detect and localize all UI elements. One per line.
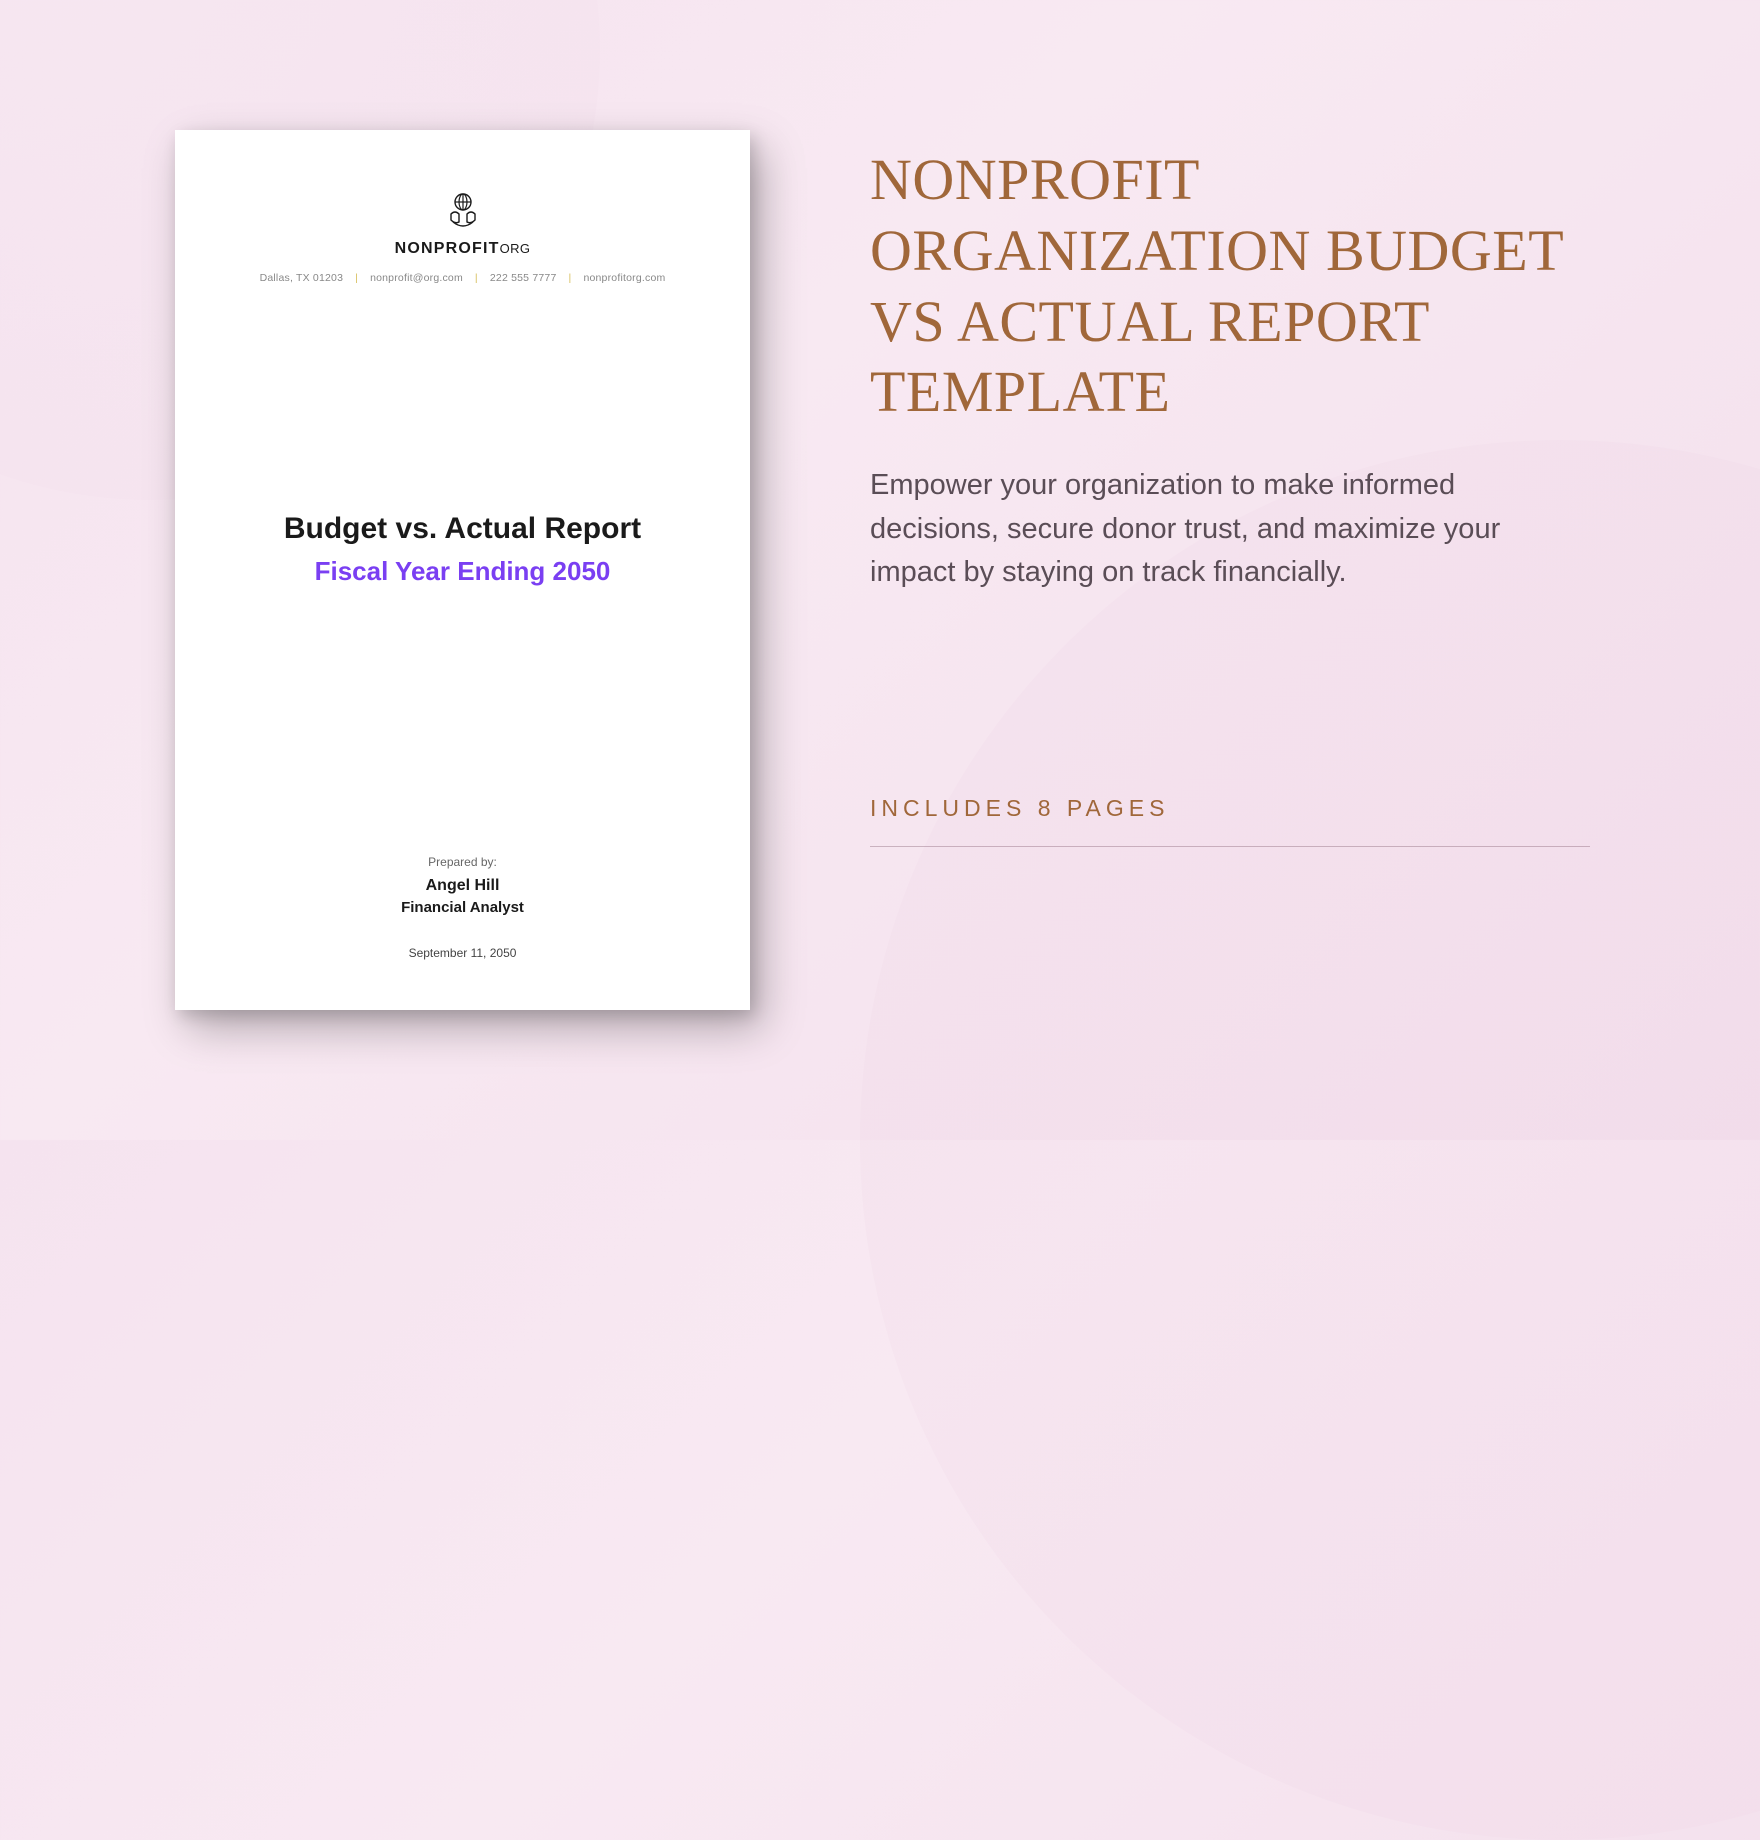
promo-panel: NONPROFIT ORGANIZATION BUDGET VS ACTUAL … (870, 145, 1610, 847)
document-subtitle: Fiscal Year Ending 2050 (225, 556, 700, 587)
document-preview-wrap: NONPROFITORG Dallas, TX 01203 | nonprofi… (175, 130, 750, 1010)
document-preview: NONPROFITORG Dallas, TX 01203 | nonprofi… (175, 130, 750, 1010)
prepared-by-block: Prepared by: Angel Hill Financial Analys… (225, 855, 700, 916)
pages-label: INCLUDES 8 PAGES (870, 795, 1610, 822)
document-title-block: Budget vs. Actual Report Fiscal Year End… (225, 244, 700, 855)
document-date: September 11, 2050 (225, 946, 700, 960)
divider-rule (870, 846, 1590, 847)
layout-container: NONPROFITORG Dallas, TX 01203 | nonprofi… (0, 0, 1760, 1140)
promo-headline: NONPROFIT ORGANIZATION BUDGET VS ACTUAL … (870, 145, 1610, 428)
nonprofit-logo-icon (225, 190, 700, 234)
author-role: Financial Analyst (225, 899, 700, 916)
promo-description: Empower your organization to make inform… (870, 464, 1570, 595)
prepared-by-label: Prepared by: (225, 855, 700, 869)
author-name: Angel Hill (225, 877, 700, 895)
document-title: Budget vs. Actual Report (225, 512, 700, 546)
